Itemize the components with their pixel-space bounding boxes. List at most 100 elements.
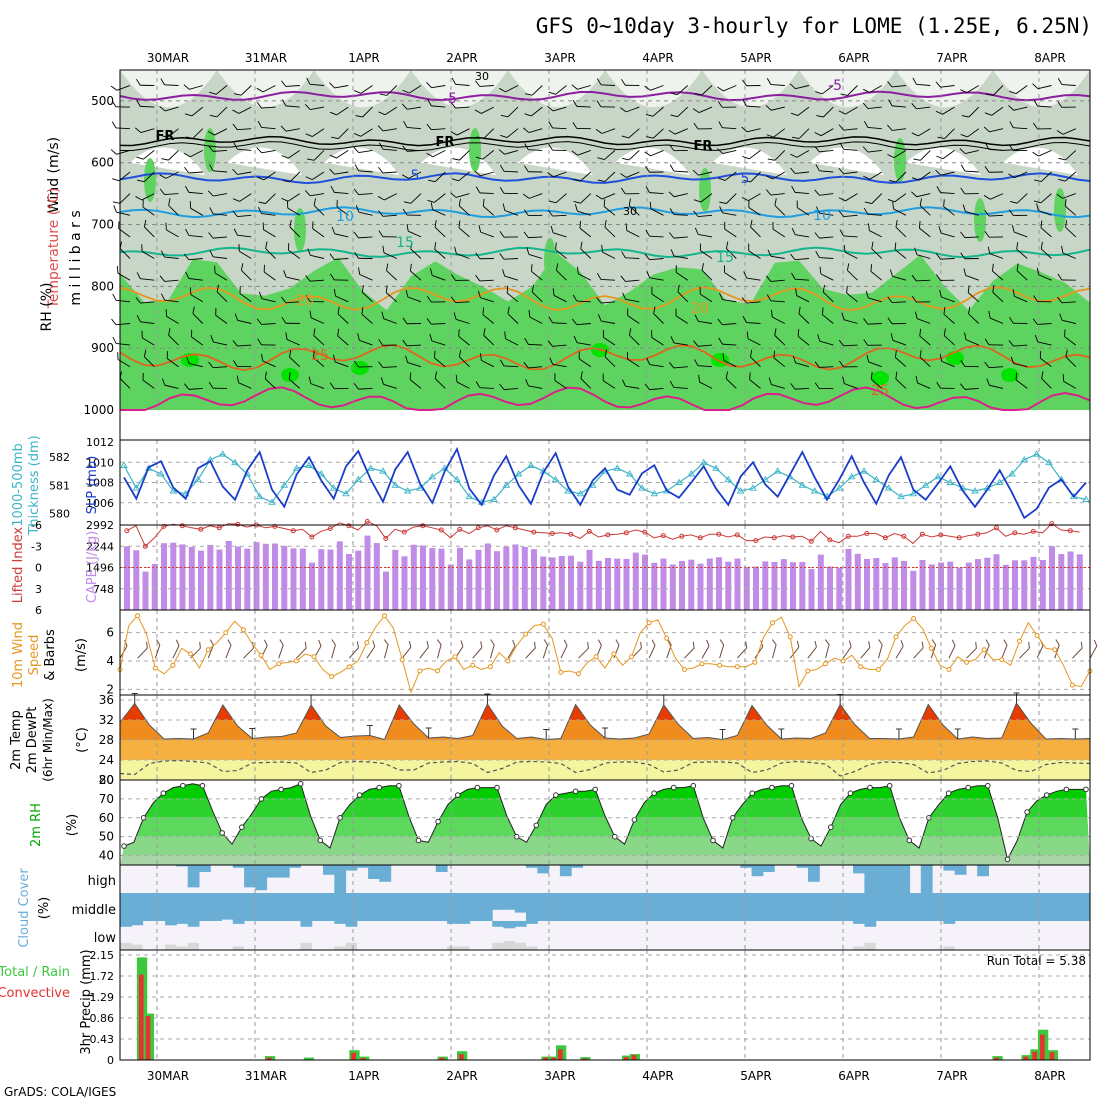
wind-barb <box>1065 220 1077 238</box>
barb-staff <box>918 171 931 181</box>
wind-barb <box>402 171 422 179</box>
lifted-index-marker <box>660 533 666 539</box>
barb-staff <box>1065 227 1077 238</box>
barb-flag <box>943 199 945 207</box>
barb-flag <box>490 639 495 646</box>
barb-flag <box>911 132 919 137</box>
cape-bar <box>262 543 269 610</box>
barb-flag <box>717 318 723 326</box>
wind-barb <box>382 245 397 259</box>
barb-flag <box>499 87 506 93</box>
wind-barb <box>117 352 131 368</box>
barb-flag <box>312 221 314 229</box>
barb-staff <box>1064 336 1077 346</box>
barb-staff <box>773 357 786 368</box>
wind-barb <box>265 241 276 259</box>
barb-staff <box>578 273 592 281</box>
barb-staff <box>560 645 568 659</box>
thickness-marker <box>798 481 807 488</box>
wind-barb <box>525 85 543 96</box>
barb-flag <box>765 189 772 196</box>
barb-staff <box>722 323 737 326</box>
wind-barb <box>814 128 834 137</box>
barb-flag <box>772 222 774 230</box>
freezing-label: FR <box>156 129 175 144</box>
barb-flag <box>1033 122 1038 130</box>
wind-barb <box>627 351 640 368</box>
cloud-low-bar <box>447 921 459 924</box>
cloud-middle-bar <box>356 893 369 921</box>
wind-barb <box>620 106 640 113</box>
barb-staff <box>965 274 979 281</box>
surface-wind-barb <box>207 639 214 659</box>
wind-barb <box>524 106 543 117</box>
ylabel-millibars: m i l l i b a r s <box>68 210 84 305</box>
wind-barb <box>1009 193 1028 204</box>
barb-flag <box>458 220 461 228</box>
barb-staff <box>505 85 519 93</box>
barb-flag <box>112 201 121 204</box>
wind-barb <box>1009 316 1028 324</box>
barb-staff <box>1038 274 1052 281</box>
barb-staff <box>116 149 131 155</box>
barb-flag <box>499 359 505 367</box>
barb-flag <box>816 206 820 214</box>
cape-bar <box>327 549 334 610</box>
barb-flag <box>838 167 844 174</box>
barb-flag <box>402 339 408 347</box>
wind-barb <box>426 318 446 325</box>
barb-flag <box>136 78 141 86</box>
barb-flag <box>257 120 262 128</box>
wind-barb <box>499 85 519 93</box>
barb-flag <box>698 374 700 383</box>
rh-pale-region <box>411 70 508 108</box>
wind-speed-marker <box>646 620 652 626</box>
barb-staff <box>719 644 725 659</box>
barb-flag <box>620 275 626 282</box>
barb-staff <box>287 193 301 202</box>
barb-flag <box>669 144 675 151</box>
wind-barb <box>548 193 567 204</box>
barb-flag <box>507 306 510 314</box>
barb-staff <box>552 127 567 130</box>
barb-flag <box>870 264 873 272</box>
wind-barb <box>455 374 470 389</box>
barb-staff <box>385 292 398 303</box>
wind-barb <box>329 168 349 175</box>
barb-staff <box>237 234 252 238</box>
cape-bar <box>124 546 130 611</box>
wind-barb <box>554 373 567 389</box>
cape-bar <box>558 556 565 610</box>
cape-bar <box>762 561 769 610</box>
barb-flag <box>814 361 820 368</box>
barb-staff <box>966 85 980 94</box>
wind-barb <box>795 288 810 303</box>
thickness-marker <box>650 489 659 497</box>
cape-bar <box>133 550 140 610</box>
wind-barb <box>378 361 397 368</box>
barb-staff <box>795 171 810 174</box>
rh-pale-region <box>217 70 314 108</box>
slp-line <box>123 446 1087 520</box>
wind-barb <box>838 124 858 131</box>
wind-barb <box>141 330 155 346</box>
wind-barb <box>911 274 931 282</box>
barb-staff <box>213 213 228 216</box>
barb-staff <box>383 252 397 259</box>
cloud-middle-bar <box>695 893 707 921</box>
barb-staff <box>919 227 931 238</box>
barb-staff <box>698 214 713 217</box>
rh-dry-region <box>227 147 302 176</box>
wind-barb <box>839 229 858 238</box>
wind-barb <box>717 148 737 154</box>
cloud-middle-bar <box>808 893 820 921</box>
ylabel-lifted-index: Lifted Index <box>11 526 26 603</box>
wind-barb <box>645 106 664 117</box>
barb-flag <box>124 639 128 647</box>
barb-staff <box>964 236 979 239</box>
barb-flag <box>912 77 917 85</box>
cloud-middle-bar <box>706 893 719 921</box>
barb-flag <box>434 371 437 379</box>
barb-staff <box>168 205 179 216</box>
barb-staff <box>943 313 955 324</box>
